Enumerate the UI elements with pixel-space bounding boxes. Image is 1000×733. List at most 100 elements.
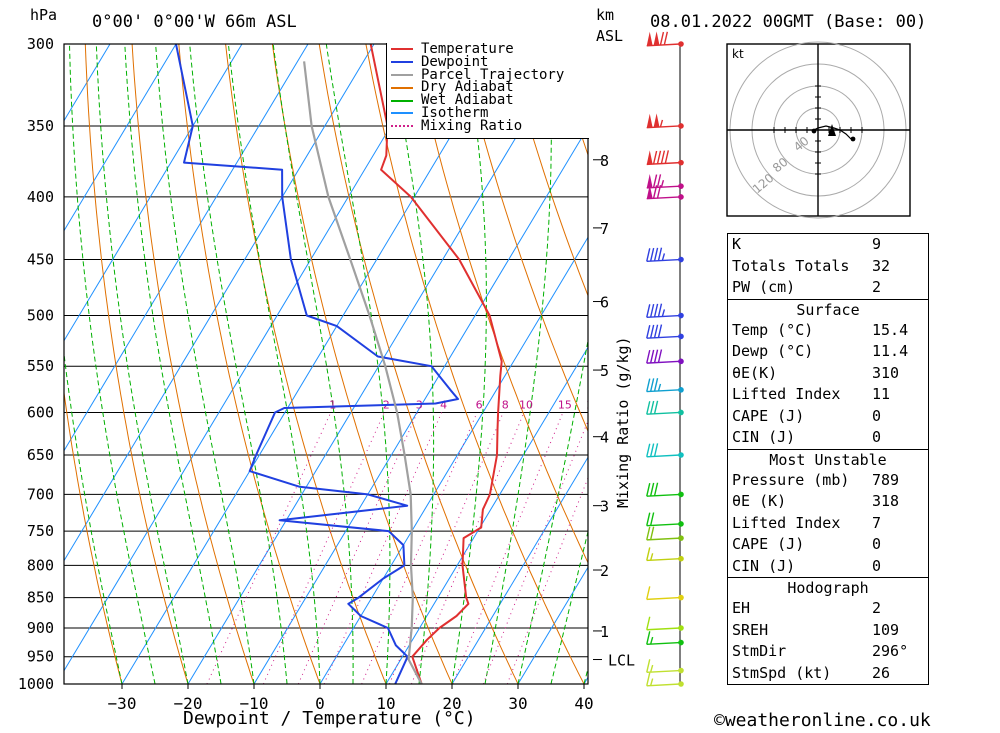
wind-barb-feather xyxy=(652,185,658,199)
wind-barb-feather xyxy=(653,303,659,318)
pressure-unit-label: hPa xyxy=(30,6,58,24)
index-value: 11 xyxy=(872,385,891,403)
wind-barb-staff xyxy=(646,196,681,200)
km-tick-label: 3 xyxy=(600,498,609,516)
wet-adiabat-line xyxy=(484,44,552,684)
wind-barb xyxy=(646,526,684,541)
wind-barb xyxy=(646,672,684,687)
legend-label: Dewpoint xyxy=(421,53,489,70)
wind-barb-half xyxy=(657,383,662,392)
wind-barb-half xyxy=(661,309,666,317)
index-value: 109 xyxy=(872,620,900,639)
wind-barb xyxy=(646,247,684,263)
wind-barb-feather xyxy=(653,400,659,414)
index-label: Lifted Index xyxy=(732,385,841,403)
isotherm-line xyxy=(64,44,243,342)
hodograph-point xyxy=(850,136,856,142)
wind-barb-feather xyxy=(663,31,669,45)
index-value: 15.4 xyxy=(872,320,909,339)
chart-legend: Temperature Dewpoint Parcel Trajectory Dry … xyxy=(386,42,589,139)
x-tick-label: 40 xyxy=(574,694,593,713)
dry-adiabat-line xyxy=(131,44,255,684)
wind-barb-feather xyxy=(646,304,651,318)
wind-barb-dot xyxy=(678,491,684,498)
legend-label: Dry Adiabat xyxy=(421,79,514,96)
wind-barb-feather xyxy=(657,324,663,338)
wind-barb xyxy=(646,659,684,674)
surface-row: CAPE (J) 0 xyxy=(728,406,928,428)
most-unstable-title: Most Unstable xyxy=(769,450,887,469)
wind-barb-staff xyxy=(646,314,681,319)
legend-swatch xyxy=(391,73,413,76)
legend-item: Dry Adiabat xyxy=(387,81,589,94)
wet-adiabat-line xyxy=(189,44,288,684)
wind-barb-dot xyxy=(678,123,684,129)
wind-barb-dot xyxy=(678,183,684,189)
index-value: 0 xyxy=(872,428,882,446)
index-label: Temp (°C) xyxy=(732,320,814,339)
wind-barb-staff xyxy=(646,389,681,393)
wind-barb-flag xyxy=(646,113,653,128)
hodograph-trace xyxy=(811,125,852,140)
dry-adiabat-line xyxy=(459,44,588,433)
wind-barb-feather xyxy=(646,401,651,415)
hodograph-section: Hodograph EH 2 SREH 109 StmDir 296° StmSpd … xyxy=(728,578,928,684)
wet-adiabat-line xyxy=(64,349,123,684)
wind-barb xyxy=(646,303,684,319)
copyright-link[interactable]: ©weatheronline.co.uk xyxy=(714,710,931,731)
wind-barb-feather xyxy=(664,150,670,164)
pressure-tick-label: 500 xyxy=(27,307,54,325)
wind-barb-feather xyxy=(657,349,663,363)
wind-barb-feather xyxy=(657,247,663,261)
asl-label: ASL xyxy=(596,27,624,45)
wind-barb-feather xyxy=(646,616,651,630)
dry-adiabat-line xyxy=(412,44,588,564)
pressure-tick-label: 450 xyxy=(27,251,54,269)
pressure-tick-label: 900 xyxy=(27,619,54,637)
chart-series: 1 2 3 4 6 8 10 15 20 25 xyxy=(175,44,600,684)
wind-barb xyxy=(646,482,684,498)
wind-barb-half xyxy=(649,636,654,645)
wind-barb-dot xyxy=(678,333,684,340)
wind-barb-dot xyxy=(678,256,684,263)
mixing-ratio-label: 8 xyxy=(502,398,509,411)
dry-adiabat-line xyxy=(974,44,1000,684)
plot-frame xyxy=(63,43,589,685)
hodo-row: StmSpd (kt) 26 xyxy=(728,663,928,685)
mixing-ratio-line xyxy=(297,412,418,684)
wind-barb-dot xyxy=(678,41,684,47)
isotherm-line xyxy=(385,346,588,684)
surface-row: θE(K) 310 xyxy=(728,363,928,385)
wind-barb-dot xyxy=(678,625,684,631)
index-label: Dewp (°C) xyxy=(732,342,814,360)
mixing-ratio-line xyxy=(206,412,332,684)
wind-barb-staff xyxy=(646,125,681,129)
surface-title: Surface xyxy=(796,300,860,319)
wind-barb-feather xyxy=(660,150,666,164)
km-label: km xyxy=(596,6,615,24)
legend-item: Temperature xyxy=(387,42,589,56)
storm-motion-marker xyxy=(828,124,836,136)
legend-swatch xyxy=(391,112,413,115)
wind-barb-feather xyxy=(646,324,651,339)
wind-barb xyxy=(646,616,684,631)
mixing-ratio-line xyxy=(361,412,478,684)
surface-row: Dewp (°C) 11.4 xyxy=(728,341,928,363)
wind-barb-dot xyxy=(678,452,684,458)
pressure-tick-label: 650 xyxy=(27,446,54,464)
wind-barb-flag xyxy=(646,31,653,46)
wind-barb-dot xyxy=(678,409,684,416)
mixing-ratio-label: 20 xyxy=(586,398,600,411)
index-value: 0 xyxy=(872,556,882,575)
legend-swatch xyxy=(391,48,413,51)
wind-barb-half xyxy=(649,553,654,561)
datetime-label: 08.01.2022 00GMT (Base: 00) xyxy=(650,12,927,32)
wind-barb-half xyxy=(649,664,654,673)
wind-barb xyxy=(646,443,684,458)
wet-adiabat-line xyxy=(389,44,435,684)
index-value: 296° xyxy=(872,642,909,660)
legend-item: Isotherm xyxy=(387,106,589,120)
most-unstable-section: Most Unstable Pressure (mb) 789 θE (K) 318… xyxy=(728,450,928,578)
index-value: 789 xyxy=(872,470,900,489)
